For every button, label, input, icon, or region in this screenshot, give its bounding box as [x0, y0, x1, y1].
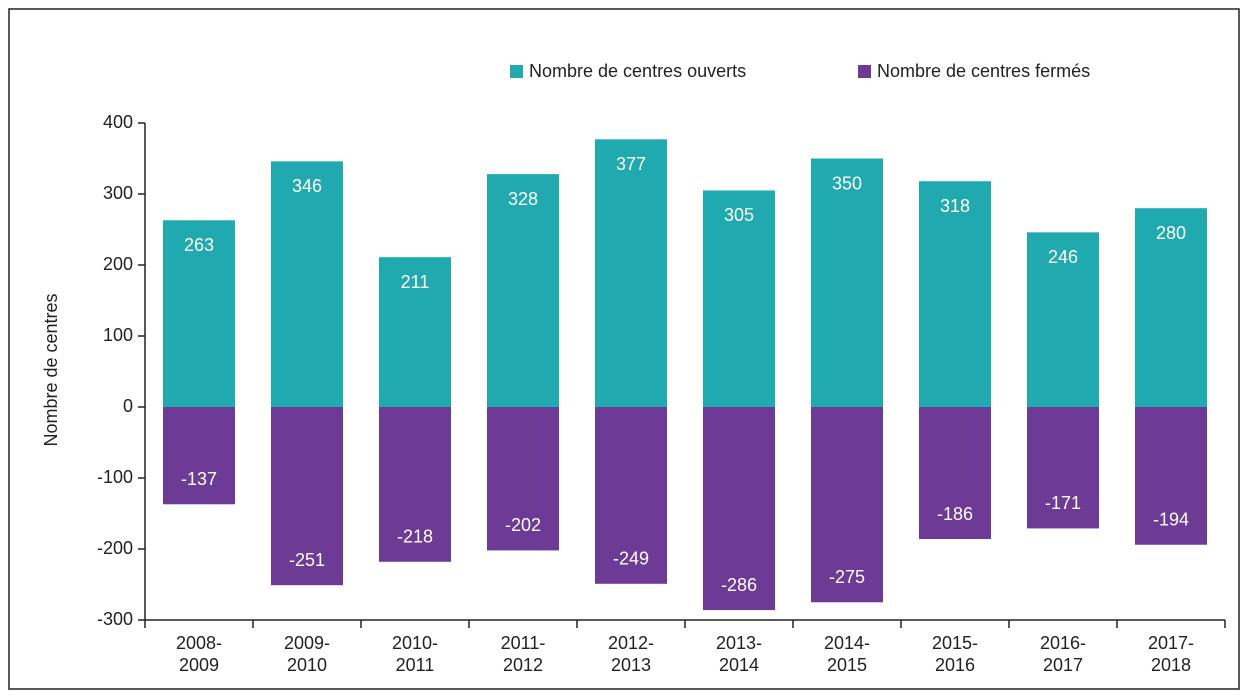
x-tick-label: 2016-2017 [1039, 633, 1087, 675]
x-tick-label: 2011-2012 [500, 633, 546, 675]
value-label: -194 [1153, 509, 1189, 529]
value-label: -275 [829, 567, 865, 587]
y-tick-label: -100 [97, 467, 133, 487]
y-axis-label: Nombre de centres [41, 293, 61, 446]
value-label: 346 [292, 176, 322, 196]
bar [379, 257, 451, 407]
value-label: -251 [289, 550, 325, 570]
value-label: -218 [397, 527, 433, 547]
legend-label: Nombre de centres ouverts [529, 61, 746, 81]
bar [163, 220, 235, 407]
bar [379, 407, 451, 562]
value-label: 263 [184, 235, 214, 255]
y-tick-label: 100 [103, 325, 133, 345]
value-label: -249 [613, 549, 649, 569]
y-tick-label: 300 [103, 183, 133, 203]
value-label: 246 [1048, 247, 1078, 267]
bar [703, 190, 775, 407]
value-label: -171 [1045, 493, 1081, 513]
y-tick-label: -300 [97, 609, 133, 629]
bar [919, 181, 991, 407]
value-label: -186 [937, 504, 973, 524]
y-tick-label: -200 [97, 538, 133, 558]
bar [271, 161, 343, 407]
value-label: -137 [181, 469, 217, 489]
bar [271, 407, 343, 586]
bar [487, 407, 559, 551]
legend-swatch [858, 65, 871, 78]
x-tick-label: 2008-2009 [175, 633, 223, 675]
bar [1135, 407, 1207, 545]
bar [163, 407, 235, 505]
x-tick-label: 2010-2011 [391, 633, 439, 675]
x-tick-label: 2013-2014 [715, 633, 763, 675]
y-tick-label: 0 [123, 396, 133, 416]
value-label: -202 [505, 515, 541, 535]
bar [1027, 407, 1099, 529]
value-label: 211 [401, 272, 430, 292]
x-tick-label: 2017-2018 [1147, 633, 1195, 675]
bar [595, 407, 667, 584]
value-label: 328 [508, 189, 538, 209]
y-tick-label: 400 [103, 112, 133, 132]
bar [1135, 208, 1207, 407]
bar [703, 407, 775, 611]
value-label: 318 [940, 196, 970, 216]
value-label: 280 [1156, 223, 1186, 243]
value-label: 377 [616, 154, 646, 174]
bar [1027, 232, 1099, 407]
bar [919, 407, 991, 540]
value-label: 350 [832, 173, 862, 193]
legend-swatch [510, 65, 523, 78]
y-tick-label: 200 [103, 254, 133, 274]
legend-label: Nombre de centres fermés [877, 61, 1090, 81]
x-tick-label: 2009-2010 [283, 633, 331, 675]
x-tick-label: 2012-2013 [607, 633, 655, 675]
value-label: -286 [721, 575, 757, 595]
bar [595, 139, 667, 407]
bar [487, 174, 559, 407]
x-tick-label: 2014-2015 [823, 633, 871, 675]
x-tick-label: 2015-2016 [931, 633, 979, 675]
frame [8, 8, 1240, 690]
bar [811, 158, 883, 407]
bar [811, 407, 883, 603]
value-label: 305 [724, 205, 754, 225]
